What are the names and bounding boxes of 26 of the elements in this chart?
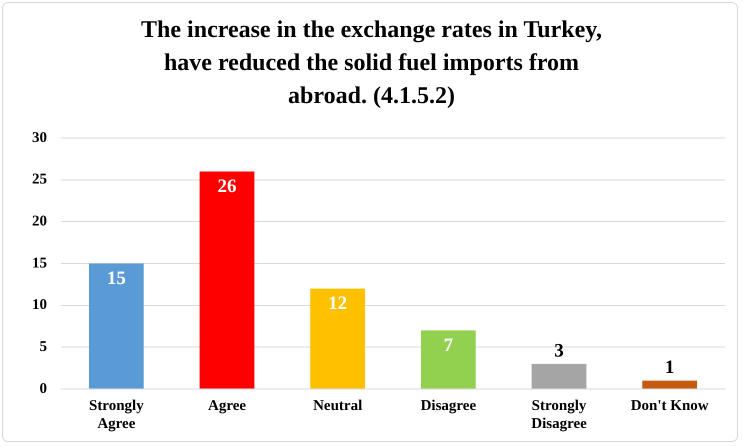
bar [642,380,698,388]
x-tick-label: Don't Know [630,398,709,414]
y-tick-label: 10 [32,297,47,314]
data-label: 7 [444,334,454,356]
data-label: 15 [106,268,126,289]
y-tick-label: 25 [32,172,47,188]
x-tick-label: Strongly Agree [88,398,144,432]
y-tick-label: 20 [32,214,47,230]
chart-title: The increase in the exchange rates in Turkey, have reduced the solid fuel imports from abroad. (4.1.5.2) [140,16,603,111]
y-tick-label: 5 [40,339,47,356]
x-tick-label: Strongly Disagree [531,398,588,432]
bar [420,330,476,388]
bar [532,364,586,388]
bar [310,288,366,388]
x-tick-label: Disagree [420,398,476,414]
x-tick-label: Agree [208,398,246,414]
bar [200,171,254,388]
bar [88,264,144,388]
x-tick-label: Neutral [313,398,362,414]
data-label: 1 [664,357,674,378]
y-tick-label: 0 [40,380,47,397]
data-label: 3 [554,340,564,362]
y-tick-label: 15 [32,255,47,272]
data-label: 12 [328,293,348,314]
data-label: 26 [218,176,236,197]
y-tick-label: 30 [32,130,47,146]
